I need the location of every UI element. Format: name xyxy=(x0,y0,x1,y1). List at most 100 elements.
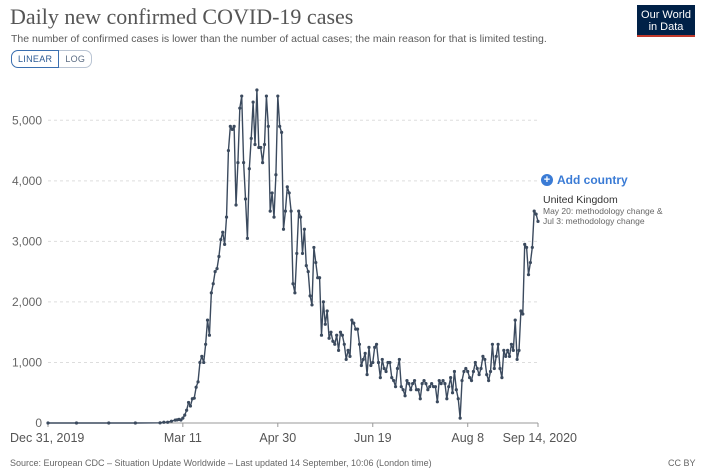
data-point xyxy=(393,385,398,389)
source-note: Source: European CDC – Situation Update … xyxy=(10,458,432,468)
data-point xyxy=(213,270,217,274)
data-point xyxy=(422,379,426,383)
data-point xyxy=(450,391,455,395)
data-point xyxy=(298,215,303,219)
data-point xyxy=(411,382,415,386)
data-point xyxy=(276,94,280,98)
data-point xyxy=(310,303,314,307)
data-point xyxy=(525,245,529,250)
data-point xyxy=(515,357,519,362)
data-point xyxy=(490,342,495,346)
series-annotation: May 20: methodology change & Jul 3: meth… xyxy=(543,206,663,226)
data-point xyxy=(506,348,510,352)
data-point xyxy=(285,185,289,189)
data-point xyxy=(342,342,346,346)
data-point xyxy=(268,209,272,213)
data-point xyxy=(280,130,284,134)
data-point xyxy=(232,124,236,128)
data-point xyxy=(492,366,496,371)
data-point xyxy=(46,421,50,425)
data-point xyxy=(297,209,301,213)
data-point xyxy=(365,372,369,377)
data-point xyxy=(519,309,523,313)
data-point xyxy=(475,366,479,371)
data-point xyxy=(488,369,493,374)
data-point xyxy=(217,254,221,259)
data-point xyxy=(352,321,356,325)
owid-logo[interactable]: Our World in Data xyxy=(637,5,695,37)
data-point xyxy=(133,421,137,425)
data-point xyxy=(219,237,223,242)
data-point xyxy=(468,375,472,380)
data-point xyxy=(226,148,231,153)
data-point xyxy=(333,342,337,346)
axis-layer: 0 1,000 2,000 3,000 4,000 5,000 Dec 31, 2019 Ma… xyxy=(10,113,577,445)
data-point xyxy=(183,413,187,417)
x-tick-label: Aug 8 xyxy=(451,431,484,445)
data-point xyxy=(205,318,210,322)
data-point xyxy=(327,336,331,340)
data-point xyxy=(230,127,234,131)
data-point xyxy=(247,167,251,171)
y-tick-label: 3,000 xyxy=(12,234,42,248)
data-point xyxy=(460,379,464,383)
series-label-united-kingdom[interactable]: United Kingdom xyxy=(543,194,618,206)
data-point xyxy=(416,388,420,392)
data-point xyxy=(513,318,517,322)
data-point xyxy=(397,357,401,362)
data-point xyxy=(373,345,377,349)
data-point xyxy=(374,342,379,346)
data-point xyxy=(517,348,521,352)
page-title: Daily new confirmed COVID-19 cases xyxy=(10,4,354,29)
data-point xyxy=(357,342,362,346)
data-point xyxy=(433,385,438,389)
data-point xyxy=(329,330,333,334)
data-point xyxy=(496,342,500,346)
data-point xyxy=(336,348,341,352)
data-point xyxy=(390,375,394,380)
data-point xyxy=(289,209,293,213)
data-point xyxy=(202,360,206,365)
linear-scale-button[interactable]: LINEAR xyxy=(11,50,60,68)
data-point xyxy=(295,251,299,256)
data-point xyxy=(308,294,312,298)
data-point xyxy=(443,382,447,386)
data-point xyxy=(74,421,79,425)
data-point xyxy=(430,382,434,386)
data-point xyxy=(204,342,208,346)
data-point xyxy=(456,397,460,401)
log-scale-button[interactable]: LOG xyxy=(59,50,93,68)
data-point xyxy=(321,300,325,304)
data-point xyxy=(238,106,242,110)
data-point xyxy=(494,354,498,358)
data-point xyxy=(264,94,269,98)
data-point xyxy=(348,354,352,358)
data-point xyxy=(186,400,191,405)
add-country-button[interactable]: + Add country xyxy=(541,173,628,187)
y-tick-label: 4,000 xyxy=(12,174,42,188)
data-point xyxy=(395,366,400,371)
chart-subtitle: The number of confirmed cases is lower t… xyxy=(11,33,547,45)
data-point xyxy=(507,354,512,358)
data-point xyxy=(504,354,508,358)
data-point xyxy=(242,161,246,165)
data-point xyxy=(293,291,297,295)
data-point xyxy=(340,333,344,337)
license-link[interactable]: CC BY xyxy=(668,458,696,468)
data-point xyxy=(344,357,348,362)
data-point xyxy=(198,360,202,365)
data-point xyxy=(418,397,422,401)
x-tick-label: Jun 19 xyxy=(354,431,392,445)
data-point xyxy=(185,408,189,412)
data-point xyxy=(200,354,204,358)
data-point xyxy=(399,385,403,389)
data-point xyxy=(215,267,219,271)
data-point xyxy=(270,191,274,195)
data-point xyxy=(346,348,350,352)
data-point xyxy=(521,312,525,316)
data-point xyxy=(350,318,354,322)
data-point xyxy=(371,360,375,365)
data-point xyxy=(262,142,267,147)
data-point xyxy=(255,88,259,92)
data-point xyxy=(477,372,481,377)
